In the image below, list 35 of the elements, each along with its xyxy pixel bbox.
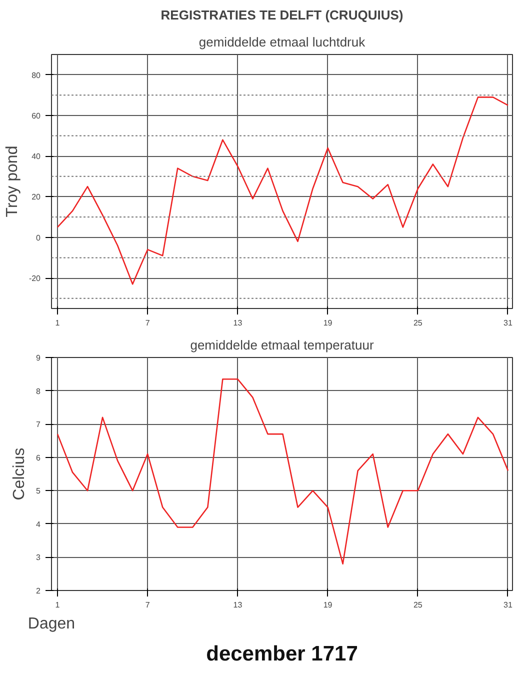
y-tick-label: 60 (32, 111, 42, 120)
y-tick-label: 3 (36, 553, 42, 562)
line-series (56, 96, 509, 285)
line-series (56, 378, 509, 565)
y-tick-label: 5 (36, 486, 42, 496)
y-tick-label: -20 (28, 274, 42, 284)
chart-title: REGISTRATIES TE DELFT (CRUQUIUS) (160, 8, 404, 22)
x-tick-label: 7 (145, 600, 150, 610)
x-tick-label: 1 (55, 600, 60, 610)
y-tick-label: 20 (32, 192, 42, 202)
y-axis-title: Celcius (11, 448, 28, 500)
x-tick-label: 19 (323, 600, 333, 610)
x-tick-label: 25 (413, 318, 423, 328)
y-tick-label: 6 (36, 453, 42, 462)
y-tick-label: 80 (32, 70, 42, 80)
x-tick-label: 31 (504, 318, 513, 328)
x-axis-title: Dagen (28, 616, 76, 632)
chart-title: gemiddelde etmaal temperatuur (190, 338, 374, 352)
text: december 1717 (206, 642, 358, 666)
x-tick-label: 1 (55, 318, 60, 328)
x-tick-label: 19 (323, 318, 333, 328)
y-tick-label: 40 (32, 152, 42, 162)
y-tick-label: 2 (36, 586, 42, 596)
x-tick-label: 7 (145, 318, 150, 328)
y-tick-label: 8 (36, 386, 42, 396)
y-tick-label: 4 (36, 520, 42, 529)
y-tick-label: 9 (36, 354, 42, 362)
x-tick-label: 31 (504, 600, 513, 610)
x-tick-label: 13 (233, 318, 243, 328)
x-tick-label: 13 (233, 600, 243, 610)
y-axis-title: Troy pond (4, 146, 21, 218)
x-tick-label: 25 (413, 600, 423, 610)
y-tick-label: 7 (36, 420, 42, 430)
y-tick-label: 0 (36, 233, 42, 242)
chart-subtitle: gemiddelde etmaal luchtdruk (198, 34, 366, 50)
